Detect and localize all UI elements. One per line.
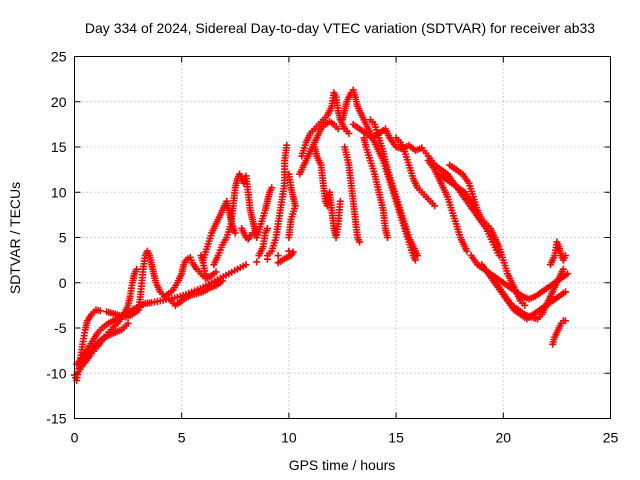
y-tick-label: -10 xyxy=(46,365,66,381)
data-point xyxy=(561,317,569,325)
y-tick-label: 0 xyxy=(59,275,67,291)
data-point xyxy=(242,261,250,269)
x-tick-label: 10 xyxy=(281,430,297,446)
data-point xyxy=(218,277,226,285)
data-point xyxy=(289,248,297,256)
data-point xyxy=(345,129,353,137)
tick-labels: 0 5 10 15 20 25 -15 -10 -5 0 5 10 15 20 25 xyxy=(46,49,618,446)
data-point xyxy=(212,268,220,276)
data-point xyxy=(263,224,271,232)
data-point xyxy=(463,247,471,255)
y-tick-label: -5 xyxy=(54,320,67,336)
data-point xyxy=(384,234,392,241)
data-point xyxy=(411,256,419,264)
data-point xyxy=(564,270,572,278)
data-point xyxy=(431,202,439,210)
data-point xyxy=(285,234,293,241)
data-point xyxy=(231,229,239,237)
data-point xyxy=(561,288,569,296)
data-point xyxy=(283,141,291,149)
x-tick-label: 25 xyxy=(603,430,619,446)
data-point xyxy=(559,265,567,273)
x-tick-label: 20 xyxy=(496,430,512,446)
data-point xyxy=(356,238,364,246)
chart-title: Day 334 of 2024, Sidereal Day-to-day VTE… xyxy=(85,20,595,36)
x-axis-label: GPS time / hours xyxy=(289,457,396,473)
y-tick-label: 15 xyxy=(51,139,67,155)
y-tick-label: 25 xyxy=(51,49,67,65)
x-tick-label: 0 xyxy=(71,430,79,446)
data-point xyxy=(274,252,282,260)
y-tick-label: 10 xyxy=(51,184,67,200)
data-point xyxy=(521,301,529,309)
data-point xyxy=(268,184,276,192)
y-axis-label: SDTVAR / TECUs xyxy=(7,182,23,294)
data-point xyxy=(124,319,132,327)
data-point xyxy=(336,197,344,205)
data-point xyxy=(414,252,422,260)
data-point xyxy=(561,252,569,260)
x-tick-label: 5 xyxy=(178,430,186,446)
y-tick-label: 20 xyxy=(51,94,67,110)
data-point xyxy=(96,307,104,315)
y-tick-label: 5 xyxy=(59,230,67,246)
y-tick-label: -15 xyxy=(46,411,66,427)
data-point xyxy=(334,125,342,133)
data-points xyxy=(71,86,572,384)
data-point xyxy=(133,265,141,273)
data-point xyxy=(253,258,261,266)
plot-frame xyxy=(74,56,611,419)
x-tick-label: 15 xyxy=(388,430,404,446)
